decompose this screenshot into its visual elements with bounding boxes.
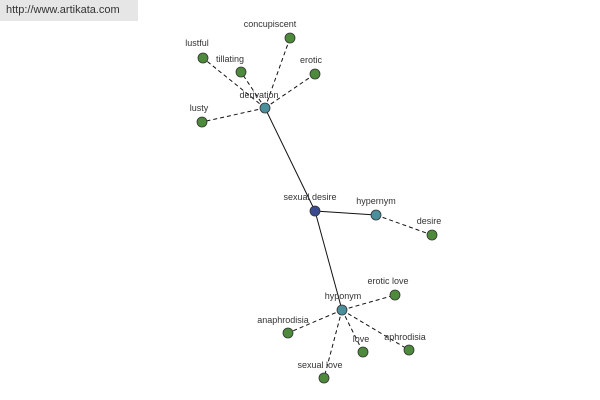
node-label: erotic love [367, 276, 408, 286]
node [403, 344, 415, 356]
dashed-edge [323, 309, 343, 379]
node [259, 102, 271, 114]
node [389, 289, 401, 301]
node [336, 304, 348, 316]
dashed-edge [201, 107, 266, 123]
node [284, 32, 296, 44]
node [370, 209, 382, 221]
dashed-edge [341, 309, 410, 351]
edge [314, 210, 343, 311]
node-label: anaphrodisia [257, 315, 309, 325]
dashed-edge [202, 57, 266, 109]
node-label: lustful [185, 38, 209, 48]
dashed-edge [341, 294, 396, 311]
node [197, 52, 209, 64]
node [196, 116, 208, 128]
node-label: concupiscent [244, 19, 297, 29]
node-label: hypernym [356, 196, 396, 206]
node-label: sexual love [297, 360, 342, 370]
node-label: desire [417, 216, 442, 226]
node-label: love [353, 334, 370, 344]
edge [314, 210, 377, 216]
node [318, 372, 330, 384]
node-label: hyponym [325, 291, 362, 301]
node [426, 229, 438, 241]
node [309, 68, 321, 80]
node [235, 66, 247, 78]
node-label: derivation [239, 90, 278, 100]
node-label: lusty [190, 103, 209, 113]
dashed-edge [264, 37, 291, 109]
node-label: tillating [216, 54, 244, 64]
dashed-edge [240, 71, 266, 109]
dashed-edge [287, 309, 343, 334]
node [282, 327, 294, 339]
node [309, 205, 321, 217]
node-label: sexual desire [283, 192, 336, 202]
node-label: aphrodisia [384, 332, 426, 342]
node-label: erotic [300, 55, 323, 65]
node [357, 346, 369, 358]
edge [264, 107, 316, 212]
site-url[interactable]: http://www.artikata.com [0, 0, 138, 21]
dashed-edge [375, 214, 433, 236]
dashed-edge [264, 73, 316, 109]
dashed-edge [341, 309, 364, 353]
